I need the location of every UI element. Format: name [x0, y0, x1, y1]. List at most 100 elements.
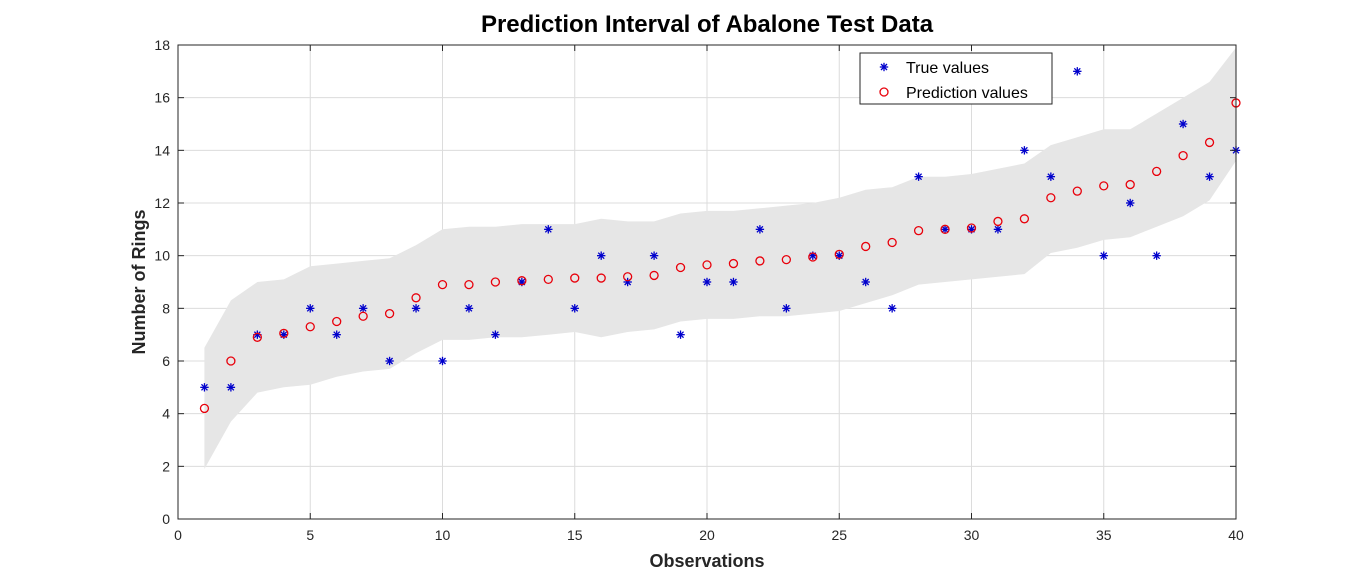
prediction-value-point [543, 274, 553, 285]
prediction-value-point [199, 403, 210, 414]
true-value-point [385, 356, 394, 366]
prediction-value-point [252, 332, 263, 342]
x-tick-label: 40 [1228, 527, 1244, 543]
true-value-point [200, 383, 209, 392]
legend-marker-prediction-values [879, 87, 889, 97]
true-value-point [782, 304, 791, 313]
legend-marker-true-values [879, 62, 889, 72]
prediction-value-point [570, 273, 580, 283]
prediction-value-point [279, 328, 289, 339]
true-value-point [332, 330, 341, 339]
x-tick-label: 10 [435, 527, 451, 543]
x-tick-label: 20 [699, 527, 715, 543]
true-value-point [438, 356, 447, 366]
prediction-value-point [1125, 179, 1135, 190]
y-tick-label: 4 [162, 406, 170, 422]
x-tick-label: 30 [964, 527, 980, 543]
true-value-point [729, 277, 738, 287]
prediction-value-point [1019, 214, 1030, 224]
prediction-value-point [384, 308, 395, 319]
true-value-point [464, 304, 474, 313]
true-value-point [1099, 251, 1108, 260]
prediction-value-point [808, 252, 818, 262]
y-tick-label: 8 [162, 300, 170, 316]
prediction-value-point [437, 279, 448, 290]
true-value-point [570, 304, 579, 313]
true-value-point [1046, 172, 1056, 181]
true-value-point [306, 304, 315, 313]
true-value-point [1020, 146, 1029, 155]
prediction-value-point [517, 276, 527, 286]
prediction-value-point [596, 273, 606, 283]
prediction-interval-band [204, 47, 1236, 469]
prediction-interval-area [204, 47, 1236, 469]
prediction-value-point [649, 270, 659, 281]
true-value-point [544, 225, 553, 234]
true-value-point [1126, 198, 1135, 208]
prediction-value-point [1046, 193, 1056, 203]
y-tick-label: 18 [154, 37, 170, 53]
legend-asterisk-icon [879, 62, 889, 72]
x-tick-label: 0 [174, 527, 182, 543]
prediction-value-point [781, 254, 791, 265]
prediction-value-point [1178, 150, 1188, 161]
legend-label-prediction-values: Prediction values [906, 85, 1028, 102]
x-tick-label: 35 [1096, 527, 1112, 543]
y-axis-ticks: 0 2 4 6 8 10 12 14 16 18 [154, 37, 1236, 527]
y-tick-label: 10 [154, 248, 170, 264]
prediction-value-point [1152, 166, 1162, 177]
y-tick-label: 0 [162, 511, 170, 527]
y-tick-label: 6 [162, 353, 170, 369]
x-tick-label: 15 [567, 527, 583, 543]
y-tick-label: 12 [154, 195, 170, 211]
prediction-value-point [887, 237, 897, 248]
prediction-value-point [834, 249, 844, 260]
prediction-value-point [1204, 137, 1215, 148]
true-value-point [676, 330, 685, 339]
prediction-value-point [702, 260, 712, 270]
true-value-point [914, 172, 923, 181]
x-axis-ticks: 0 5 10 15 20 25 30 35 40 [174, 45, 1244, 543]
true-value-point [755, 225, 765, 234]
prediction-value-point [966, 223, 977, 233]
y-axis-label: Number of Rings [129, 209, 149, 354]
prediction-value-point [490, 277, 501, 287]
legend-circle-icon [879, 87, 889, 97]
prediction-value-point [358, 311, 368, 321]
prediction-value-point [623, 272, 633, 282]
prediction-value-point [464, 279, 474, 290]
true-value-point [993, 225, 1003, 234]
legend: True values Prediction values [859, 52, 1053, 105]
legend-box [859, 52, 1053, 105]
prediction-value-point [861, 241, 871, 252]
prediction-value-point [1072, 186, 1082, 196]
true-value-point [1073, 67, 1082, 76]
x-axis-label: Observations [649, 551, 764, 571]
prediction-value-point [913, 225, 924, 236]
prediction-value-point [675, 262, 686, 273]
true-value-point [887, 304, 897, 313]
true-value-point [597, 251, 606, 260]
true-value-point [1205, 172, 1214, 181]
prediction-value-point [940, 224, 950, 234]
prediction-value-point [332, 316, 342, 327]
true-value-point [649, 251, 659, 260]
true-value-point [861, 277, 870, 287]
true-value-point [491, 330, 500, 339]
chart-title: Prediction Interval of Abalone Test Data [481, 11, 934, 38]
true-value-point [940, 225, 950, 234]
true-value-point [358, 304, 368, 313]
prediction-value-point [226, 356, 236, 366]
true-value-point [1178, 119, 1188, 129]
y-tick-label: 14 [154, 142, 170, 158]
x-tick-label: 5 [306, 527, 314, 543]
y-tick-label: 2 [162, 458, 170, 474]
prediction-value-point [305, 322, 315, 332]
true-value-point [226, 383, 236, 392]
true-value-point [411, 304, 421, 313]
data-points [199, 67, 1241, 414]
y-tick-label: 16 [154, 90, 170, 106]
true-value-point [1152, 251, 1161, 260]
prediction-value-point [755, 256, 765, 266]
